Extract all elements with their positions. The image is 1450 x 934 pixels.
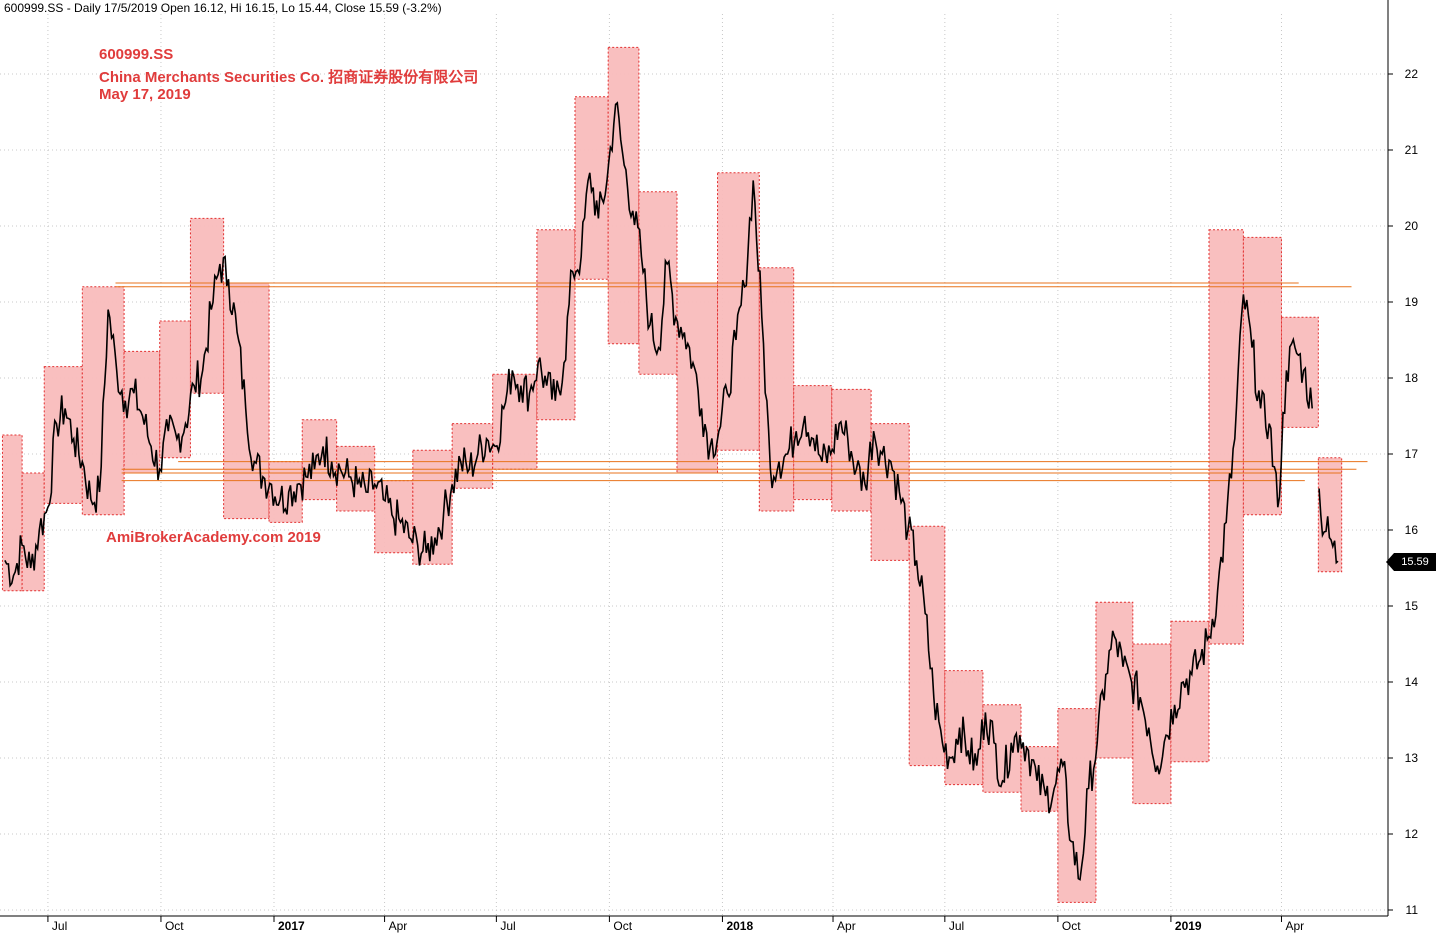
x-tick-label: Jul xyxy=(949,919,964,933)
y-tick-label: 18 xyxy=(1405,371,1419,385)
y-tick-label: 22 xyxy=(1405,67,1419,81)
x-tick-label: Jul xyxy=(52,919,67,933)
y-tick-label: 15 xyxy=(1405,599,1419,613)
price-series xyxy=(4,101,1339,881)
range-box xyxy=(870,423,910,561)
range-box xyxy=(908,525,946,767)
range-boxes xyxy=(1,46,1343,903)
y-tick-label: 13 xyxy=(1405,751,1419,765)
x-tick-label: Apr xyxy=(837,919,856,933)
y-tick-label: 20 xyxy=(1405,219,1419,233)
x-tick-label: Apr xyxy=(1285,919,1304,933)
range-box xyxy=(21,472,45,592)
x-tick-label: 2017 xyxy=(278,919,305,933)
range-box xyxy=(123,350,161,474)
range-box xyxy=(1280,316,1319,428)
date-annotation: May 17, 2019 xyxy=(99,86,191,103)
range-box xyxy=(374,480,414,554)
y-tick-label: 14 xyxy=(1405,675,1419,689)
range-box xyxy=(1132,643,1172,805)
x-tick-label: Oct xyxy=(1062,919,1081,933)
range-box xyxy=(1170,620,1210,763)
y-tick-label: 11 xyxy=(1406,903,1419,917)
range-box xyxy=(1057,708,1097,903)
price-line xyxy=(4,101,1313,881)
x-tick-label: 2019 xyxy=(1175,919,1202,933)
y-tick-label: 19 xyxy=(1405,295,1419,309)
range-box xyxy=(1317,457,1343,573)
price-line xyxy=(1318,488,1339,565)
company-annotation: China Merchants Securities Co. 招商证券股份有限公… xyxy=(99,69,479,86)
last-price-tag: 15.59 xyxy=(1386,553,1436,571)
range-box xyxy=(1095,601,1134,759)
y-tick-label: 16 xyxy=(1405,523,1419,537)
x-tick-label: 2018 xyxy=(726,919,753,933)
x-tick-label: Apr xyxy=(389,919,408,933)
y-tick-label: 21 xyxy=(1405,143,1419,157)
x-tick-label: Oct xyxy=(165,919,184,933)
range-box xyxy=(831,388,872,512)
watermark-annotation: AmiBrokerAcademy.com 2019 xyxy=(106,529,321,546)
y-tick-label: 12 xyxy=(1405,827,1419,841)
range-box xyxy=(1208,229,1244,645)
x-tick-label: Oct xyxy=(613,919,632,933)
range-box xyxy=(607,46,640,345)
axes: 11 12 13 14 15 16 17 18 19 20 21 22 Jul Oct 2017 Apr Jul… xyxy=(0,0,1418,933)
ticker-annotation: 600999.SS xyxy=(99,46,174,63)
range-box xyxy=(189,217,225,394)
x-tick-label: Jul xyxy=(500,919,515,933)
y-tick-label: 17 xyxy=(1405,447,1419,461)
range-box xyxy=(982,704,1022,793)
range-box xyxy=(451,423,494,489)
chart-header: 600999.SS - Daily 17/5/2019 Open 16.12, … xyxy=(4,1,442,15)
